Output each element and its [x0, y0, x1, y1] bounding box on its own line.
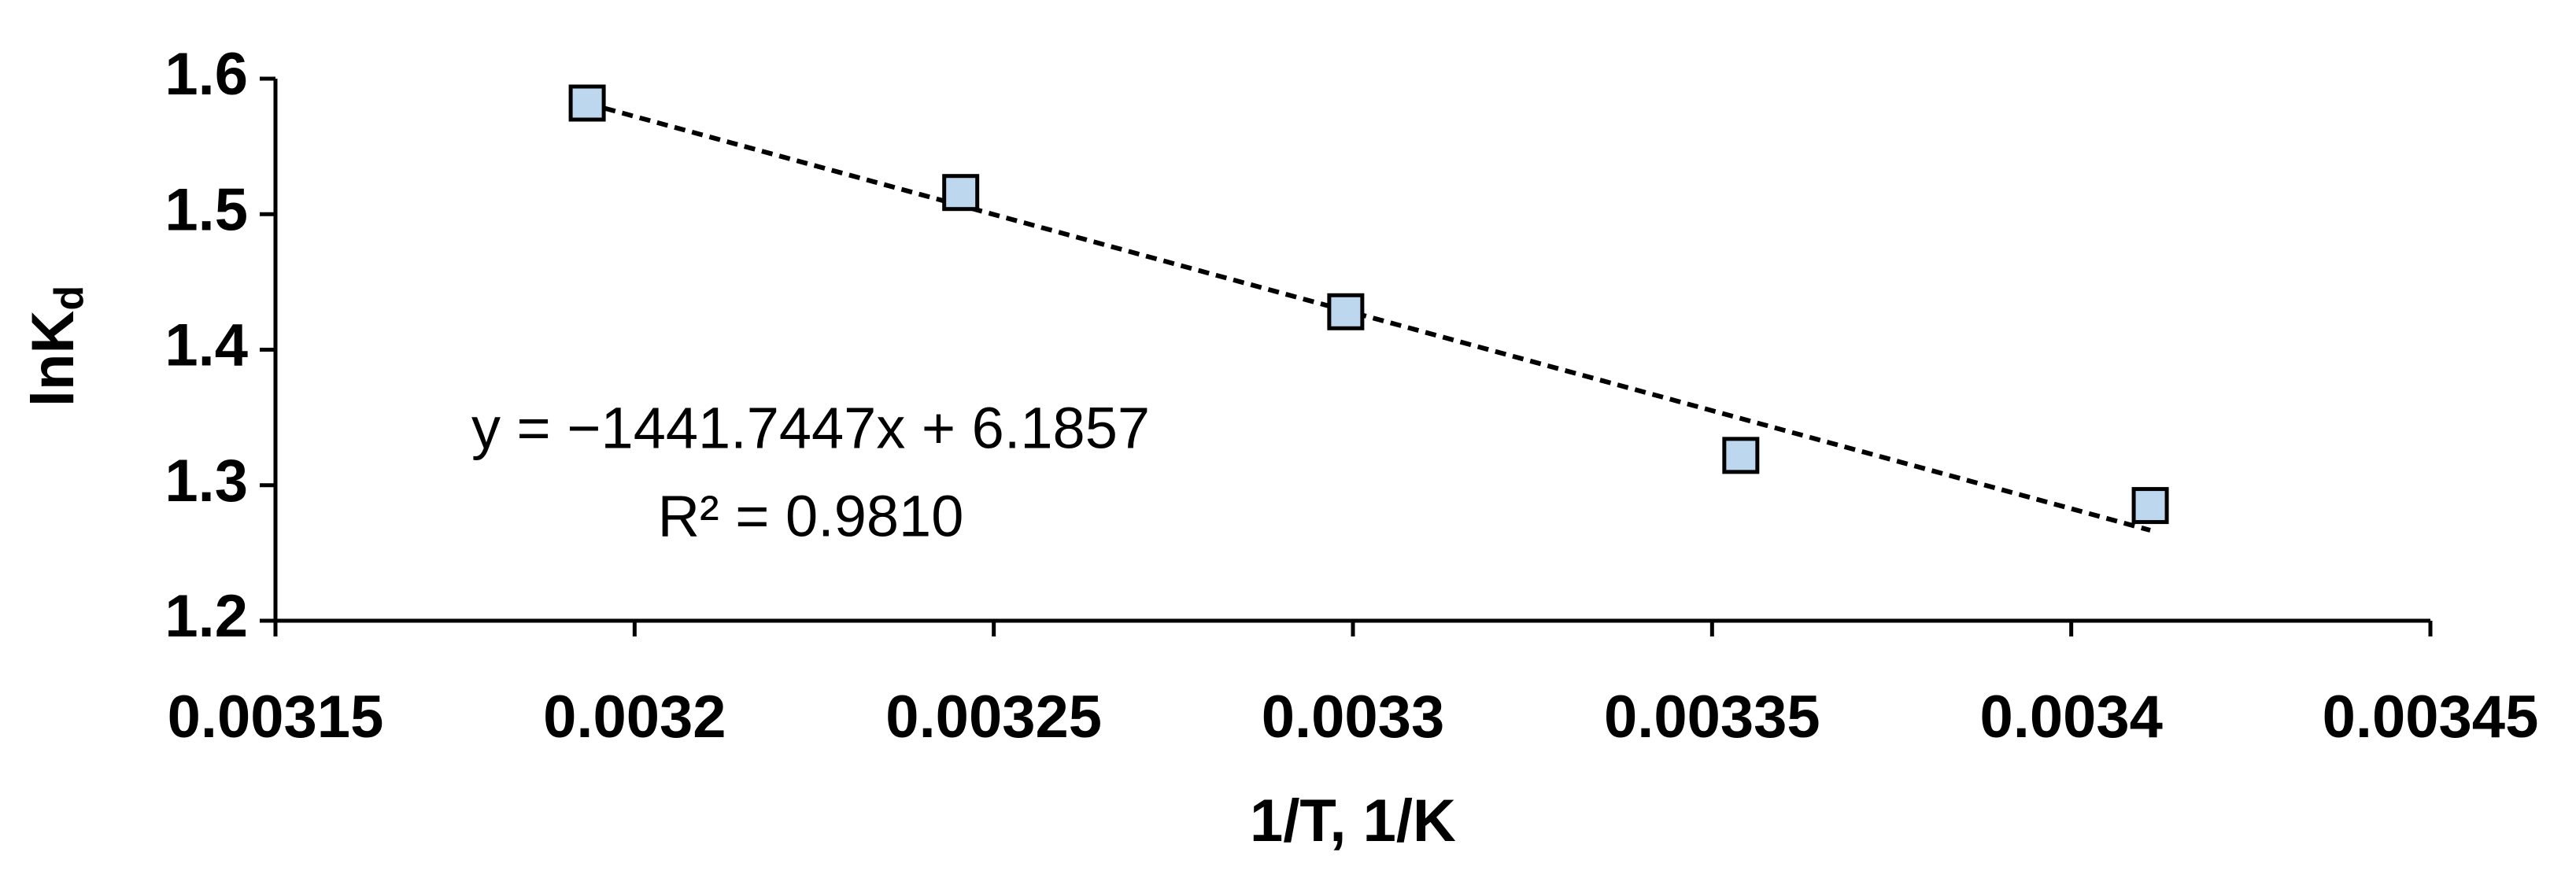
x-tick-label: 0.00315: [168, 684, 384, 751]
y-tick-label: 1.3: [164, 448, 248, 515]
y-tick-label: 1.2: [164, 583, 248, 650]
x-tick-label: 0.0034: [1979, 684, 2162, 751]
x-tick-label: 0.00325: [885, 684, 1102, 751]
trendline: [586, 101, 2151, 533]
x-tick-label: 0.00335: [1604, 684, 1820, 751]
y-axis-title-main: lnK: [20, 311, 87, 408]
data-point: [1722, 437, 1760, 474]
r-squared: R² = 0.9810: [658, 484, 964, 549]
y-tick-label: 1.5: [164, 176, 248, 243]
y-axis-title: lnKd: [20, 286, 92, 407]
x-tick-label: 0.00345: [2323, 684, 2539, 751]
data-point: [942, 174, 980, 212]
trendline-equation: y = −1441.7447x + 6.1857: [471, 396, 1150, 461]
y-tick-label: 1.6: [164, 41, 248, 108]
data-point: [1327, 293, 1365, 330]
x-tick-label: 0.0032: [543, 684, 726, 751]
y-axis-title-subscript: d: [46, 286, 92, 311]
x-tick-label: 0.0033: [1262, 684, 1444, 751]
x-axis-title: 1/T, 1/K: [1250, 788, 1456, 854]
data-point: [2131, 487, 2169, 525]
y-tick-label: 1.4: [164, 312, 248, 379]
data-point: [568, 84, 606, 122]
